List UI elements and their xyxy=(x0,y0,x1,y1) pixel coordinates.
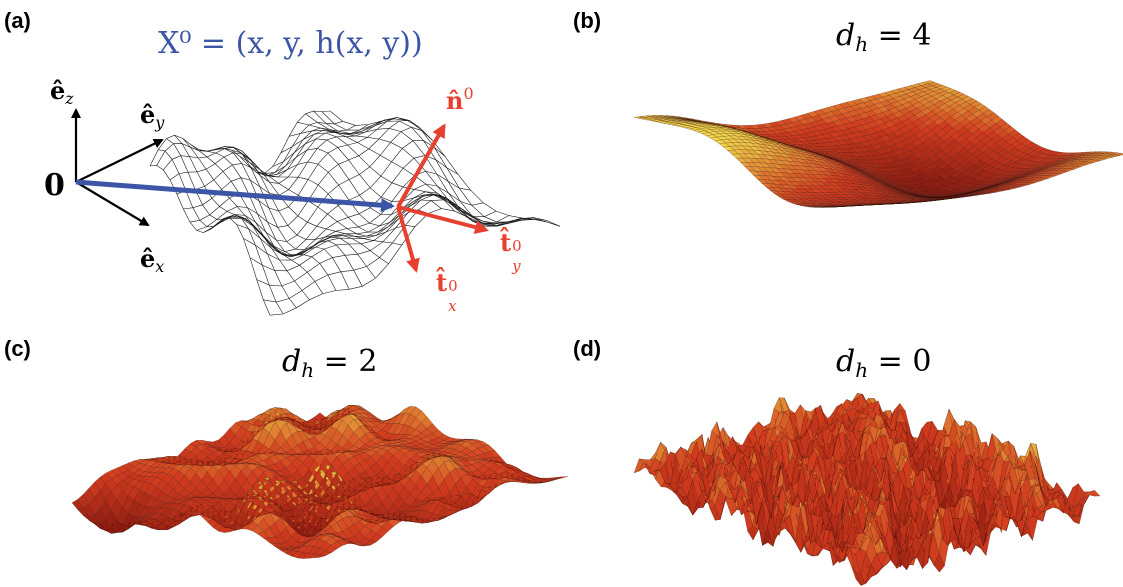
panel-d-title-rhs: = 0 xyxy=(868,344,932,379)
wireframe-line xyxy=(216,155,458,257)
panel-c-title-sub: h xyxy=(301,358,315,382)
wireframe-line xyxy=(182,138,323,294)
panel-b-title: dh = 4 xyxy=(836,18,931,56)
basis-ex-symbol: ê xyxy=(140,244,156,273)
tangent-y-symbol: t̂ xyxy=(500,228,512,257)
wireframe-line xyxy=(321,111,547,223)
wireframe-line xyxy=(174,135,310,300)
panel-b-label: (b) xyxy=(573,8,602,33)
wireframe-line xyxy=(166,138,297,308)
panel-c-surface xyxy=(71,404,569,559)
panel-c-title-lhs: d xyxy=(282,344,302,379)
panel-d-label: (d) xyxy=(573,336,602,361)
wireframe-line xyxy=(239,156,416,237)
panel-a-label: (a) xyxy=(4,8,31,33)
surface-facet xyxy=(1115,153,1123,156)
wireframe-line xyxy=(289,130,495,225)
panel-d-surface xyxy=(633,393,1101,586)
wireframe-surface xyxy=(149,110,561,316)
panel-d-title-sub: h xyxy=(855,358,869,382)
position-vector-arrow xyxy=(75,179,395,213)
panel-a-diagram xyxy=(71,108,561,316)
surface-facet xyxy=(556,476,569,479)
wireframe-line xyxy=(256,161,442,227)
basis-ez-label: êz xyxy=(50,76,74,108)
panel-d-title: dh = 0 xyxy=(836,344,931,382)
panel-b-title-sub: h xyxy=(855,32,869,56)
tangent-x-symbol: t̂ xyxy=(436,268,448,297)
panel-d-title-lhs: d xyxy=(836,344,856,379)
position-vector-equation: X⁰ = (x, y, h(x, y)) xyxy=(158,26,423,61)
wireframe-line xyxy=(329,110,561,227)
panel-b-surface xyxy=(633,80,1123,208)
basis-ez-symbol: ê xyxy=(50,76,66,105)
wireframe-line xyxy=(297,121,508,224)
normal-superscript: 0 xyxy=(463,84,474,103)
tangent-y-subscript: y xyxy=(512,257,521,275)
tangent-y-arrow xyxy=(397,205,489,234)
tangent-y-label: t̂ 0 y xyxy=(500,228,525,275)
wireframe-line xyxy=(199,149,350,290)
wireframe-line xyxy=(215,146,376,279)
wireframe-line xyxy=(248,165,429,233)
panel-c-label: (c) xyxy=(4,336,31,361)
wireframe-line xyxy=(272,138,468,218)
wireframe-line xyxy=(158,149,284,315)
origin-label: 0 xyxy=(44,168,65,203)
wireframe-line xyxy=(149,165,271,316)
normal-symbol: n̂ xyxy=(446,86,464,115)
tangent-x-superscript: 0 xyxy=(448,277,458,295)
panel-c-title-rhs: = 2 xyxy=(314,344,378,379)
normal-vector-arrow xyxy=(396,123,446,208)
tangent-x-arrow xyxy=(396,206,420,273)
tangent-y-superscript: 0 xyxy=(512,237,522,255)
basis-ey-subscript: y xyxy=(155,113,165,132)
panel-b-title-rhs: = 4 xyxy=(868,18,932,53)
wireframe-line xyxy=(264,147,455,215)
basis-ez-subscript: z xyxy=(65,89,74,108)
basis-ey-arrow xyxy=(75,139,164,183)
wireframe-line xyxy=(313,110,534,227)
normal-vector-label: n̂0 xyxy=(446,84,474,115)
wireframe-line xyxy=(207,148,363,287)
tangent-x-subscript: x xyxy=(448,297,457,315)
wireframe-line xyxy=(190,144,337,291)
wireframe-line xyxy=(280,132,482,223)
tangent-x-label: t̂ 0 x xyxy=(436,268,461,315)
panel-c-title: dh = 2 xyxy=(282,344,377,382)
wireframe-line xyxy=(256,194,535,287)
wireframe-line xyxy=(149,110,331,174)
wireframe-line xyxy=(223,146,389,264)
basis-ex-label: êx xyxy=(140,244,164,276)
panel-b-title-lhs: d xyxy=(836,18,856,53)
basis-ex-subscript: x xyxy=(155,257,165,276)
basis-ey-symbol: ê xyxy=(140,100,156,129)
basis-ex-arrow xyxy=(75,181,150,227)
basis-ey-label: êy xyxy=(140,100,164,132)
